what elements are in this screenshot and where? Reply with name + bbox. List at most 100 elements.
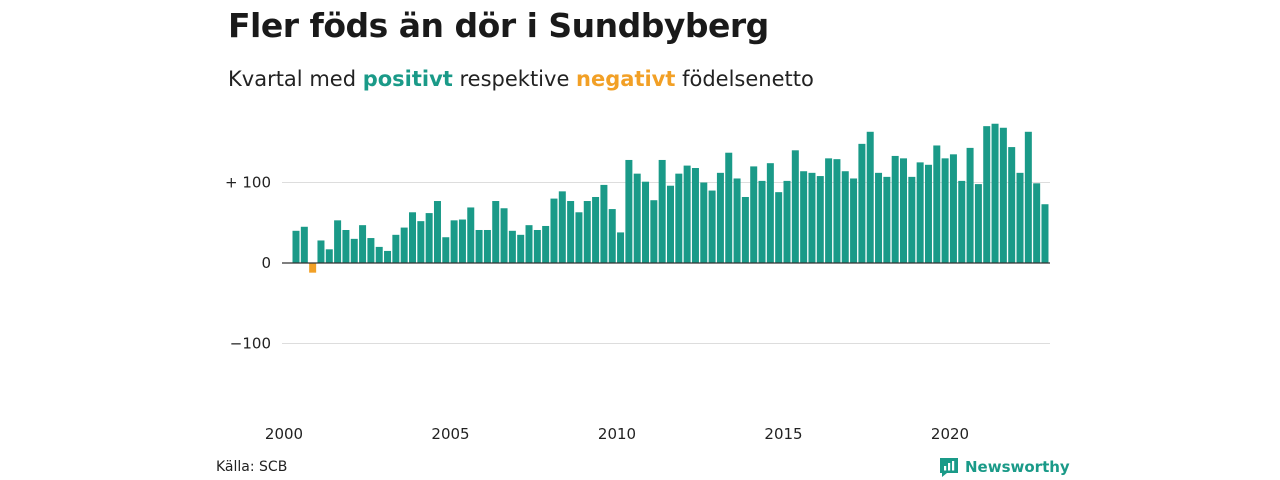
bar-positive [816,176,824,263]
bar-positive [999,127,1007,263]
bar-positive [325,249,333,263]
x-tick-label: 2005 [431,425,469,443]
bar-positive [575,212,583,263]
bar-positive [924,164,932,263]
bar-positive [617,232,625,263]
newsworthy-logo-icon [940,458,958,477]
bar-positive [375,246,383,263]
bar-positive [800,171,808,263]
bar-positive [508,230,516,263]
brand-name: Newsworthy [965,458,1070,476]
subtitle-suffix: födelsenetto [675,67,814,91]
bar-positive [458,219,466,263]
bar-positive [533,229,541,263]
bar-positive [808,172,816,263]
bar-positive [875,172,883,263]
bar-positive [1008,147,1016,263]
bar-positive [633,173,641,263]
bar-positive [417,221,425,263]
bar-positive [467,207,475,263]
y-tick-label: 0 [261,254,271,272]
bar-positive [625,159,633,263]
bar-positive [775,192,783,263]
y-tick-label: −100 [230,335,271,353]
bar-positive [475,229,483,263]
chart-subtitle: Kvartal med positivt respektive negativt… [228,67,814,91]
bar-positive [708,190,716,263]
bar-positive [700,182,708,263]
bar-positive [916,162,924,263]
bar-positive [600,184,608,263]
legend-negative: negativt [576,67,676,91]
bar-positive [400,227,408,263]
bar-positive [483,229,491,263]
bar-positive [966,147,974,263]
bar-positive [367,238,375,263]
bar-positive [741,196,749,263]
bar-positive [833,159,841,263]
bar-positive [858,143,866,263]
bar-positive [716,172,724,263]
bar-positive [359,225,367,263]
bar-positive [592,196,600,263]
bar-positive [334,220,342,263]
bar-positive [725,152,733,263]
bar-positive [841,171,849,263]
bar-positive [558,191,566,263]
bar-positive [608,209,616,263]
bar-positive [900,158,908,263]
bar-positive [342,229,350,263]
bar-positive [350,238,358,263]
bar-positive [450,220,458,263]
bar-positive [1041,204,1049,263]
bar-positive [958,180,966,263]
x-tick-label: 2015 [764,425,802,443]
bar-chart: + 100 0 −100 2000 2005 2010 2015 2020 [225,123,1050,443]
bar-positive [941,158,949,263]
bar-positive [983,126,991,264]
bar-positive [542,225,550,263]
bar-positive [883,176,891,263]
bar-positive [292,230,300,263]
bar-positive [300,226,308,263]
bar-positive [517,234,525,263]
x-tick-label: 2010 [598,425,636,443]
bar-positive [1033,183,1041,263]
bar-positive [442,237,450,263]
bar-positive [891,155,899,263]
source-note: Källa: SCB [216,459,288,475]
chart-title: Fler föds än dör i Sundbyberg [228,6,769,45]
bar-positive [550,198,558,263]
bar-positive [317,240,325,263]
bar-positive [392,234,400,263]
bar-positive [766,163,774,263]
bar-positive [783,180,791,263]
bar-positive [1024,131,1032,263]
bar-positive [675,173,683,263]
bar-positive [933,145,941,263]
bar-positive [583,201,591,263]
bar-positive [1016,172,1024,263]
bar-positive [492,201,500,263]
subtitle-middle: respektive [452,67,577,91]
bar-positive [691,168,699,263]
bar-positive [991,123,999,263]
bar-positive [409,212,417,263]
bar-positive [658,159,666,263]
bar-positive [384,250,392,263]
x-tick-label: 2020 [931,425,969,443]
bar-positive [908,176,916,263]
bar-positive [683,165,691,263]
y-tick-label: + 100 [225,174,271,192]
bar-positive [733,178,741,263]
bar-positive [666,185,674,263]
bar-positive [758,180,766,263]
bar-negative [309,263,317,273]
bar-positive [850,178,858,263]
bar-positive [650,200,658,263]
x-tick-label: 2000 [265,425,303,443]
bar-positive [425,213,433,263]
bar-positive [433,201,441,263]
bar-positive [866,131,874,263]
bar-positive [525,225,533,263]
